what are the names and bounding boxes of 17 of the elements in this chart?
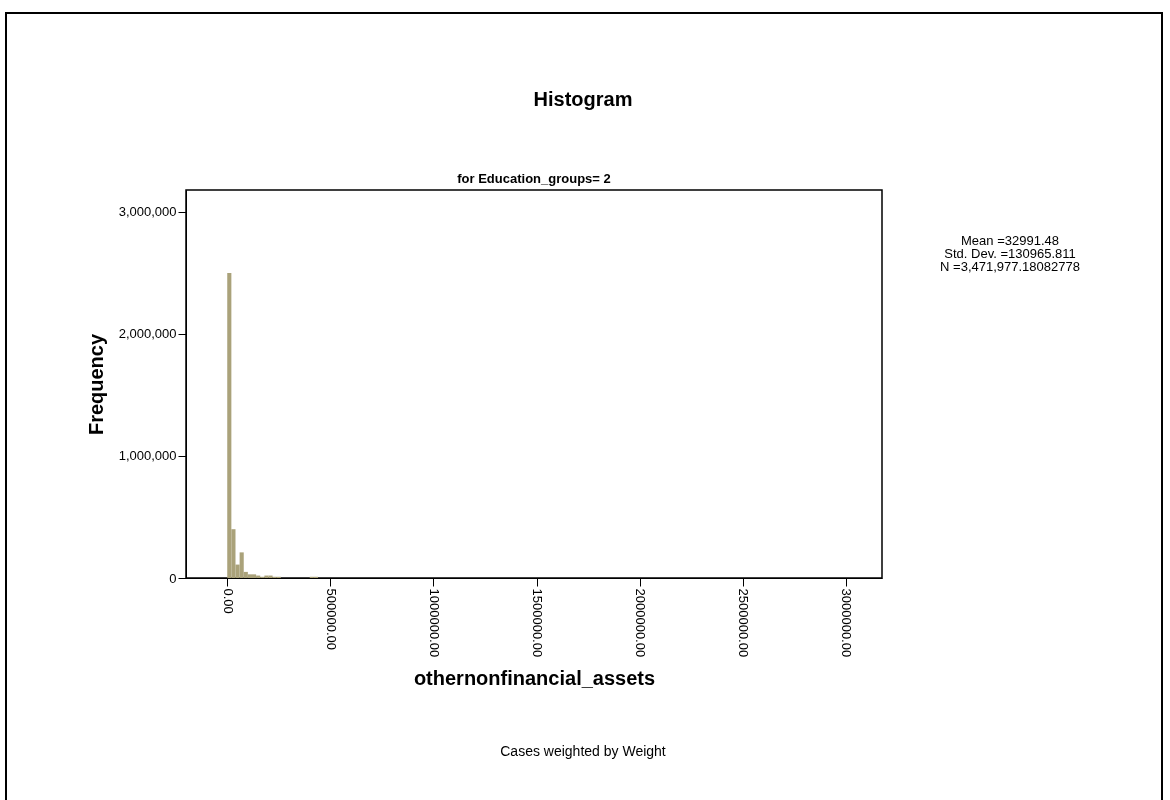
x-tick-label: 2500000.00 — [736, 588, 752, 658]
x-tick-label: 2000000.00 — [633, 588, 649, 658]
x-tick-label: 0.00 — [220, 588, 236, 614]
x-tick-label: 1000000.00 — [426, 588, 442, 658]
text: Mean =32991.48 Std. Dev. =130965.811 N =3,471,977.18082778 — [940, 233, 1080, 274]
x-axis-title: othernonfinancial_assets — [413, 667, 656, 690]
chart-title: Histogram — [533, 88, 633, 110]
x-tick-label: 1500000.00 — [530, 588, 546, 658]
y-axis-title: Frequency — [84, 333, 107, 436]
y-tick-label: 1,000,000 — [118, 448, 177, 464]
x-tick-label: 3000000.00 — [839, 588, 855, 658]
text: Cases weighted by Weight — [500, 743, 666, 759]
y-tick-label: 0 — [169, 570, 177, 586]
x-tick-label: 500000.00 — [323, 588, 339, 650]
chart-subtitle: for Education_groups= 2 — [457, 171, 611, 186]
y-tick-label: 2,000,000 — [118, 326, 177, 342]
y-tick-label: 3,000,000 — [118, 204, 177, 220]
